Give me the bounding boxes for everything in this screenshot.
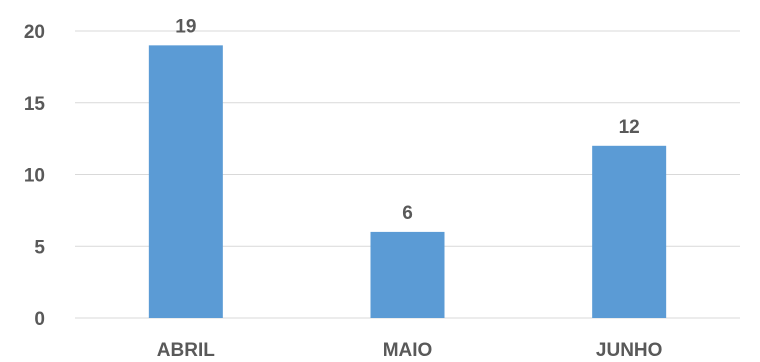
data-labels: 19 6 12: [175, 16, 639, 224]
y-axis-ticks: 0 5 10 15 20: [24, 22, 46, 330]
data-label-junho: 12: [619, 117, 640, 138]
bar-abril: [148, 45, 223, 318]
bar-junho: [592, 145, 667, 318]
y-tick-label: 0: [34, 309, 45, 330]
bar-maio: [370, 231, 445, 318]
y-tick-label: 5: [34, 237, 45, 258]
data-label-maio: 6: [402, 203, 413, 224]
y-tick-label: 15: [24, 94, 46, 115]
x-axis-categories: ABRIL MAIO JUNHO: [157, 340, 663, 361]
category-label-abril: ABRIL: [157, 340, 215, 361]
bars: [148, 45, 667, 318]
data-label-abril: 19: [175, 16, 196, 37]
category-label-maio: MAIO: [383, 340, 433, 361]
y-tick-label: 10: [24, 166, 45, 187]
y-tick-label: 20: [24, 22, 45, 43]
category-label-junho: JUNHO: [596, 340, 663, 361]
